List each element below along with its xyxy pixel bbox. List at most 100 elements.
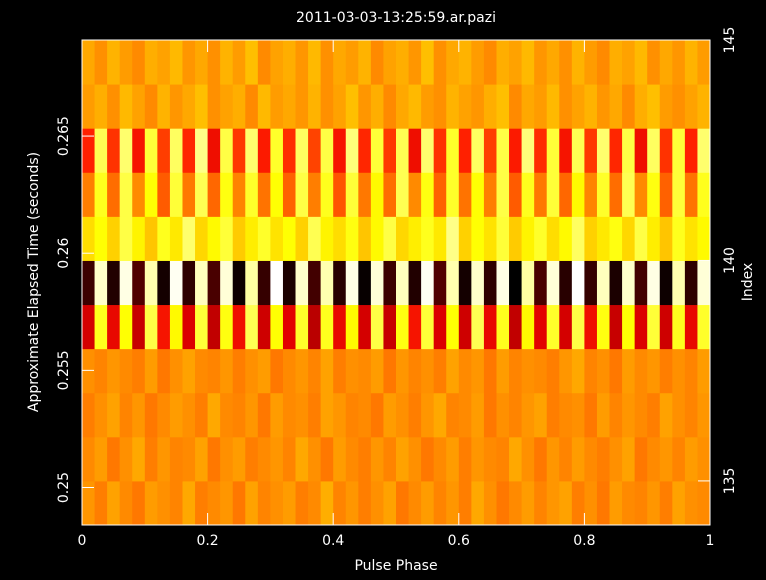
cell	[232, 304, 246, 350]
cell	[471, 40, 485, 85]
cell	[220, 128, 234, 173]
cell	[132, 392, 146, 438]
y-tick-label: 0.26	[56, 238, 72, 269]
cell	[647, 40, 661, 85]
cell	[408, 172, 422, 217]
cell	[157, 436, 171, 482]
cell	[672, 84, 686, 129]
cell	[634, 128, 648, 173]
cell	[634, 436, 648, 482]
cell	[358, 348, 372, 394]
cell	[584, 348, 598, 394]
cell	[408, 84, 422, 129]
cell	[446, 128, 460, 173]
cell	[684, 436, 698, 482]
cell	[421, 480, 435, 526]
cell	[496, 260, 510, 306]
cell	[446, 304, 460, 350]
cell	[182, 128, 196, 173]
x-axis-label: Pulse Phase	[354, 558, 437, 574]
cell	[659, 348, 673, 394]
cell	[82, 304, 96, 350]
cell	[534, 304, 548, 350]
cell	[433, 480, 447, 526]
cell	[483, 304, 497, 350]
cell	[383, 480, 397, 526]
cell	[622, 128, 636, 173]
cell	[672, 304, 686, 350]
cell	[383, 304, 397, 350]
cell	[195, 436, 209, 482]
cell	[509, 480, 523, 526]
cell	[320, 172, 334, 217]
cell	[697, 480, 711, 526]
cell	[634, 40, 648, 85]
cell	[559, 172, 573, 217]
cell	[596, 436, 611, 482]
cell	[609, 480, 623, 526]
plot-frame	[81, 39, 711, 526]
cell	[471, 172, 485, 217]
cell	[232, 480, 246, 526]
cell	[358, 128, 372, 173]
cell	[458, 480, 472, 526]
cell	[144, 348, 158, 394]
cell	[94, 480, 108, 526]
cell	[207, 172, 221, 217]
cell	[383, 216, 397, 261]
cell	[320, 84, 334, 129]
cell	[571, 304, 585, 350]
cell	[546, 128, 560, 173]
cell	[509, 348, 523, 394]
cell	[672, 216, 686, 261]
cell	[421, 172, 435, 217]
cell	[169, 480, 183, 526]
cell	[634, 216, 648, 261]
cell	[521, 304, 535, 350]
cell	[496, 172, 510, 217]
cell	[345, 40, 359, 85]
cell	[257, 40, 271, 85]
cell	[320, 392, 334, 438]
cell	[144, 216, 158, 261]
cell	[458, 216, 472, 261]
cell	[408, 392, 422, 438]
cell	[320, 40, 334, 85]
cell	[257, 348, 271, 394]
cell	[483, 84, 497, 129]
cell	[169, 128, 183, 173]
cell	[257, 128, 271, 173]
cell	[257, 392, 271, 438]
cell	[345, 216, 359, 261]
cell	[144, 84, 158, 129]
cell	[320, 260, 334, 306]
cell	[446, 480, 460, 526]
cell	[358, 260, 372, 306]
x-tick-label: 0.8	[573, 533, 595, 549]
cell	[119, 84, 133, 129]
cell	[333, 392, 347, 438]
cell	[421, 216, 435, 261]
cell	[308, 348, 322, 394]
cell	[220, 84, 234, 129]
cell	[408, 304, 422, 350]
cell	[358, 304, 372, 350]
cell	[370, 40, 384, 85]
cell	[82, 260, 96, 306]
cell	[672, 40, 686, 85]
cell	[622, 304, 636, 350]
cell	[245, 392, 259, 438]
cell	[358, 40, 372, 85]
cell	[647, 392, 661, 438]
cell	[509, 128, 523, 173]
cell	[672, 480, 686, 526]
cell	[282, 436, 297, 482]
cell	[195, 348, 209, 394]
cell	[596, 216, 611, 261]
cell	[295, 480, 309, 526]
cell	[446, 40, 460, 85]
cell	[119, 40, 133, 85]
cell	[119, 480, 133, 526]
heatmap-cells	[82, 40, 711, 526]
